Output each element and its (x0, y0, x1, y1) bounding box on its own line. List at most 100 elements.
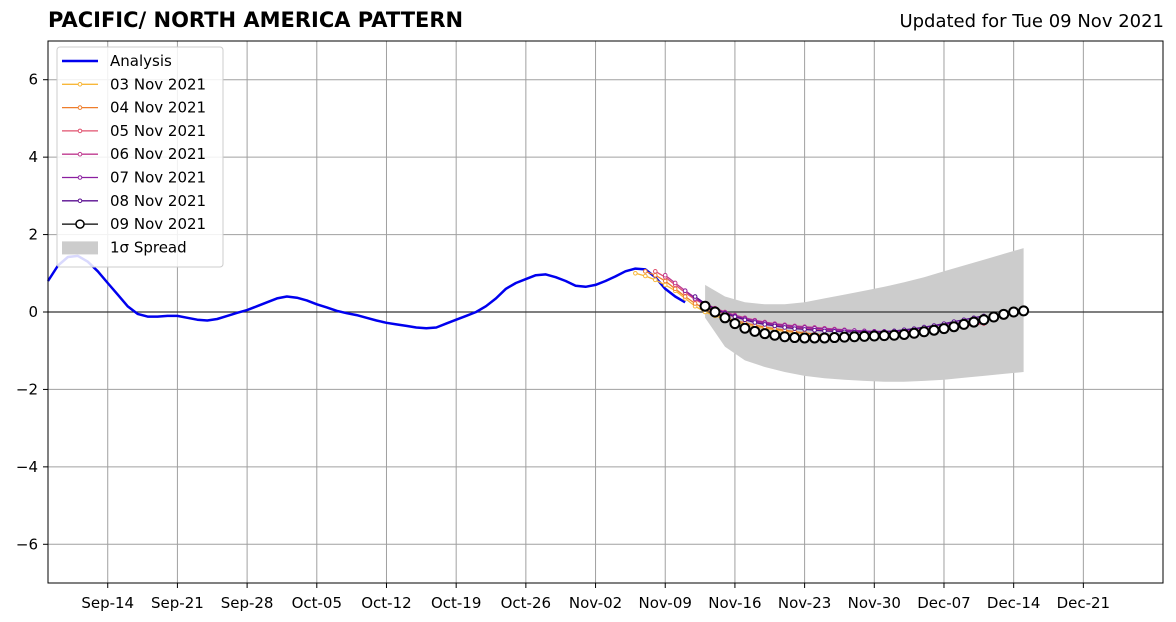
forecast-point (812, 327, 817, 333)
x-tick-label: Sep-14 (81, 594, 134, 612)
legend: Analysis 03 Nov 2021 04 Nov 2021 05 Nov 202… (56, 46, 224, 268)
forecast-point (838, 331, 850, 343)
forecast-point (868, 330, 880, 342)
forecast-point (918, 326, 930, 338)
legend-label: 08 Nov 2021 (110, 192, 206, 210)
legend-label: 03 Nov 2021 (110, 75, 206, 93)
forecast-point (709, 306, 721, 318)
legend-label: 1σ Spread (110, 238, 187, 256)
forecast-point (938, 323, 950, 335)
forecast-point (769, 329, 781, 341)
x-tick-label: Sep-21 (151, 594, 204, 612)
forecast-point (809, 332, 821, 344)
forecast-point (819, 332, 831, 344)
x-tick-label: Oct-12 (361, 594, 411, 612)
forecast-point (848, 331, 860, 343)
x-tick-label: Dec-07 (917, 594, 971, 612)
y-tick-label: −6 (16, 535, 38, 553)
x-tick-label: Nov-02 (569, 594, 622, 612)
x-tick-label: Dec-14 (987, 594, 1041, 612)
legend-label: 07 Nov 2021 (110, 169, 206, 187)
legend-marker (77, 82, 83, 87)
forecast-point (1008, 306, 1020, 318)
forecast-point (759, 328, 771, 340)
y-tick-label: 6 (28, 71, 38, 89)
forecast-point (652, 272, 658, 278)
forecast-point (792, 326, 797, 331)
forecast-point (888, 329, 900, 341)
legend-marker (77, 175, 83, 180)
forecast-point (782, 325, 787, 330)
y-tick-label: −2 (16, 380, 38, 398)
forecast-point (692, 301, 698, 306)
forecast-point (672, 280, 678, 286)
forecast-point (802, 327, 807, 332)
forecast-point (682, 294, 688, 299)
forecast-point (772, 323, 778, 329)
forecast-point (858, 330, 870, 342)
forecast-point (699, 300, 711, 312)
forecast-point (1018, 305, 1030, 317)
x-tick-label: Oct-19 (431, 594, 481, 612)
updated-date: Updated for Tue 09 Nov 2021 (899, 11, 1164, 32)
forecast-point (662, 282, 668, 288)
x-tick-label: Nov-16 (708, 594, 761, 612)
forecast-point (643, 269, 648, 274)
analysis-line (46, 254, 686, 330)
forecast-point (789, 332, 801, 344)
forecast-point (692, 294, 698, 299)
forecast-point (662, 272, 668, 278)
y-axis-ticks: 6 4 2 0 −2 −4 −6 (16, 71, 48, 553)
forecast-point (742, 317, 748, 323)
legend-marker (77, 198, 83, 204)
legend-label: 09 Nov 2021 (110, 215, 206, 233)
forecast-point (779, 331, 791, 343)
x-tick-label: Oct-26 (501, 594, 551, 612)
forecast-point (762, 322, 768, 327)
forecast-point (643, 273, 648, 279)
chart-title: PACIFIC/ NORTH AMERICA PATTERN (48, 8, 464, 32)
legend-label: Analysis (110, 52, 172, 70)
legend-marker (77, 128, 83, 134)
legend-box (56, 46, 224, 268)
forecast-point (928, 324, 940, 336)
forecast-point (988, 311, 1000, 323)
y-tick-label: 2 (28, 226, 38, 244)
forecast-point (948, 321, 960, 333)
forecast-point (968, 316, 980, 328)
forecast-point (978, 314, 990, 326)
legend-marker (75, 219, 85, 229)
forecast-point (878, 330, 890, 342)
x-tick-label: Dec-21 (1057, 594, 1111, 612)
legend-label: 05 Nov 2021 (110, 122, 206, 140)
x-tick-label: Sep-28 (221, 594, 274, 612)
y-tick-label: −4 (16, 458, 38, 476)
forecast-point (739, 322, 751, 334)
x-tick-label: Nov-09 (639, 594, 692, 612)
forecast-point (908, 327, 920, 339)
series-markers (633, 269, 1030, 344)
forecast-point (652, 277, 658, 283)
forecast-point (682, 288, 688, 294)
legend-label: 04 Nov 2021 (110, 99, 206, 117)
forecast-point (732, 314, 738, 319)
forecast-point (828, 332, 840, 344)
forecast-point (749, 325, 761, 337)
forecast-point (822, 328, 827, 334)
spread-band (705, 248, 1024, 382)
forecast-point (729, 318, 741, 330)
legend-label: 06 Nov 2021 (110, 145, 206, 163)
forecast-point (672, 286, 678, 292)
forecast-point (652, 269, 658, 274)
y-tick-label: 0 (28, 303, 38, 321)
forecast-point (799, 332, 811, 344)
forecast-point (998, 308, 1010, 320)
spread-area (705, 248, 1024, 382)
legend-marker (77, 151, 83, 157)
forecast-point (752, 320, 758, 325)
forecast-point (719, 312, 731, 324)
legend-marker (77, 105, 83, 110)
legend-swatch (62, 241, 98, 255)
x-axis-ticks: Sep-14 Sep-21 Sep-28 Oct-05 Oct-12 Oct-19 Oct-… (81, 583, 1110, 612)
